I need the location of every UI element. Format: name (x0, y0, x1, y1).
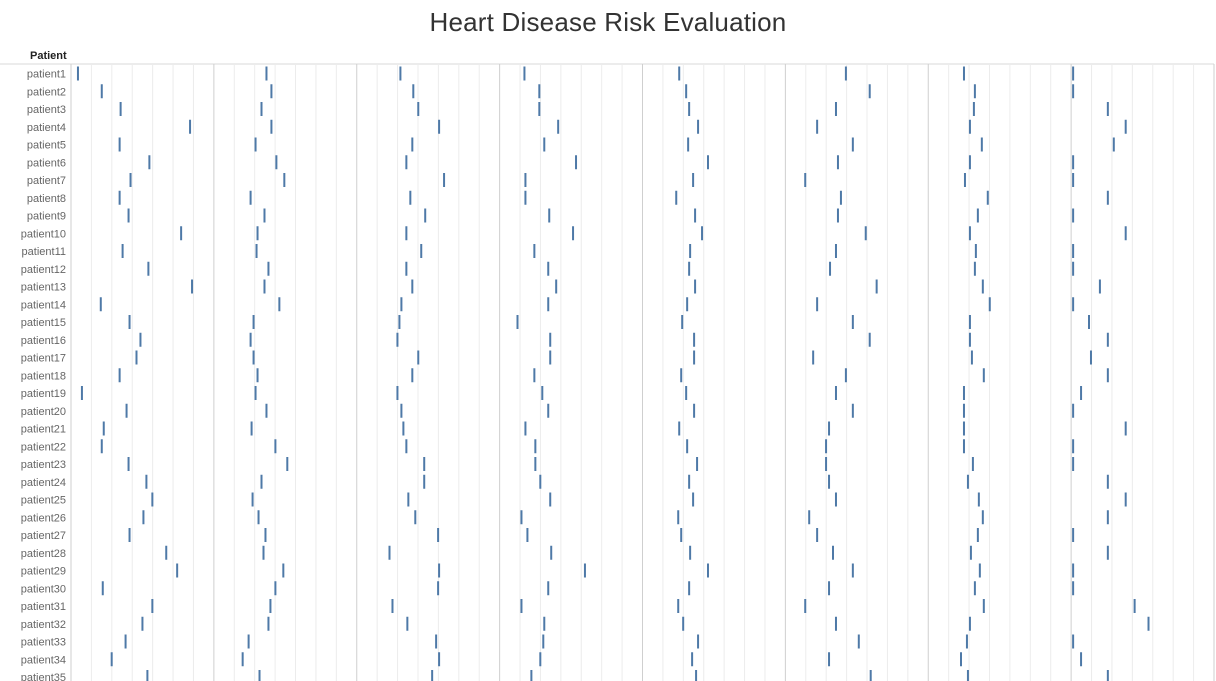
row-label: patient3 (27, 104, 66, 116)
row-label: patient25 (21, 495, 66, 507)
row-label: patient28 (21, 548, 66, 560)
row-label: patient16 (21, 335, 66, 347)
row-label: patient21 (21, 424, 66, 436)
row-label: patient13 (21, 282, 66, 294)
row-label: patient29 (21, 566, 66, 578)
row-label: patient15 (21, 317, 66, 329)
row-label: patient32 (21, 619, 66, 631)
row-label: patient10 (21, 228, 66, 240)
row-label: patient20 (21, 406, 66, 418)
row-label: patient27 (21, 530, 66, 542)
row-label: patient23 (21, 459, 66, 471)
row-label: patient2 (27, 86, 66, 98)
row-label: patient35 (21, 672, 66, 681)
row-label: patient24 (21, 477, 66, 489)
row-label: patient5 (27, 140, 66, 152)
row-label: patient4 (27, 122, 66, 134)
row-label: patient6 (27, 157, 66, 169)
row-label: patient14 (21, 299, 66, 311)
row-label: patient9 (27, 211, 66, 223)
row-label: patient19 (21, 388, 66, 400)
row-label: patient8 (27, 193, 66, 205)
row-label: patient1 (27, 69, 66, 81)
row-label: patient17 (21, 353, 66, 365)
row-label: patient30 (21, 583, 66, 595)
row-label: patient34 (21, 654, 66, 666)
row-label: patient11 (22, 246, 66, 258)
row-label: patient31 (21, 601, 66, 613)
row-label: patient18 (21, 370, 66, 382)
row-label: patient26 (21, 512, 66, 524)
chart-title: Heart Disease Risk Evaluation (429, 7, 787, 37)
row-label: patient12 (21, 264, 66, 276)
row-label: patient7 (27, 175, 66, 187)
row-header-patient: Patient (30, 50, 67, 62)
row-label: patient33 (21, 637, 66, 649)
row-label: patient22 (21, 441, 66, 453)
